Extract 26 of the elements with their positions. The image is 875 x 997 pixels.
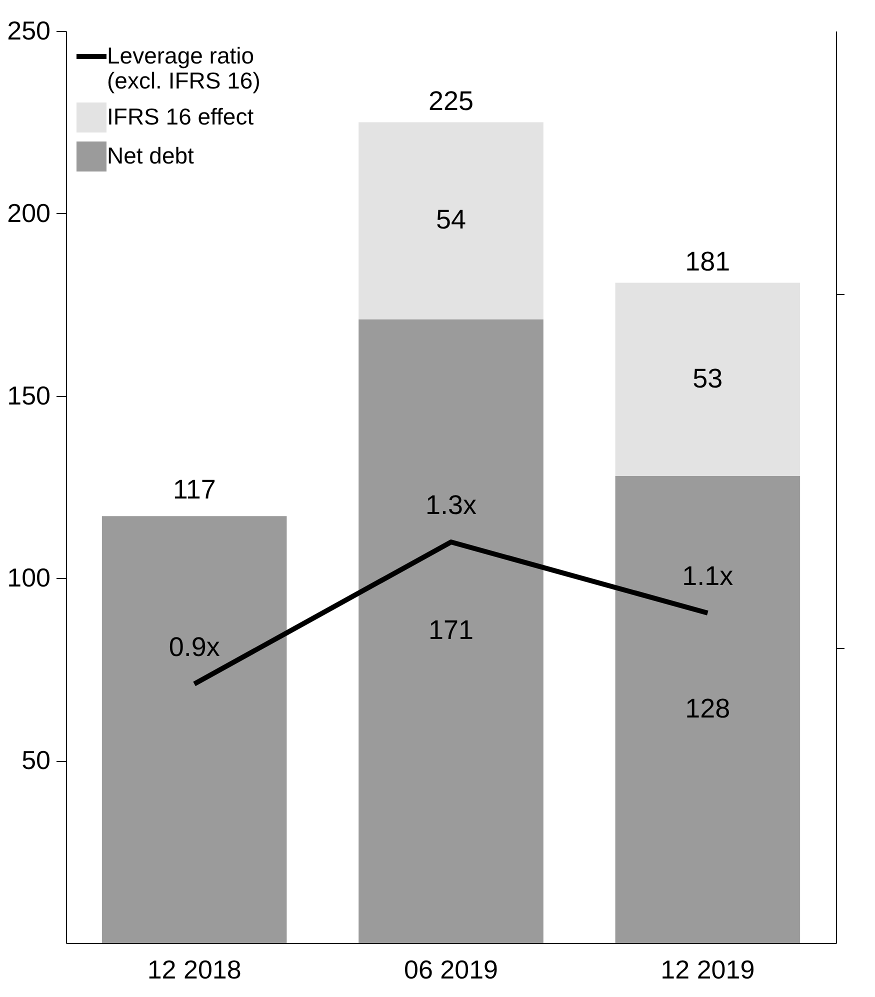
y-tick-label: 150 bbox=[7, 380, 50, 410]
y-tick-label: 50 bbox=[22, 745, 50, 776]
bar bbox=[358, 122, 544, 320]
y-tick-label: 100 bbox=[7, 562, 50, 593]
data-label: 117 bbox=[172, 474, 216, 505]
y-tick-label: 200 bbox=[7, 198, 50, 228]
bar bbox=[102, 516, 287, 943]
data-label: 1.1x bbox=[682, 560, 734, 591]
data-label: 0.9x bbox=[168, 632, 220, 662]
total-label: 181 bbox=[685, 246, 730, 277]
legend-label: IFRS 16 effect bbox=[107, 104, 254, 130]
data-label: 53 bbox=[692, 363, 723, 394]
legend-label: Leverage ratio (excl. IFRS 16) bbox=[107, 42, 260, 94]
bar bbox=[358, 319, 544, 943]
total-label: 225 bbox=[428, 86, 474, 116]
data-label: 171 bbox=[428, 615, 474, 646]
data-label: 1.3x bbox=[425, 490, 478, 520]
x-tick-label: 06 2019 bbox=[404, 954, 498, 984]
data-label: 128 bbox=[685, 694, 730, 724]
x-tick-label: 12 2019 bbox=[660, 954, 755, 984]
data-label: 54 bbox=[436, 204, 466, 235]
y-tick-label: 250 bbox=[7, 16, 50, 46]
x-tick-label: 12 2018 bbox=[147, 954, 242, 984]
legend-label: Net debt bbox=[107, 142, 195, 168]
bar bbox=[615, 282, 800, 476]
bar bbox=[615, 476, 800, 943]
